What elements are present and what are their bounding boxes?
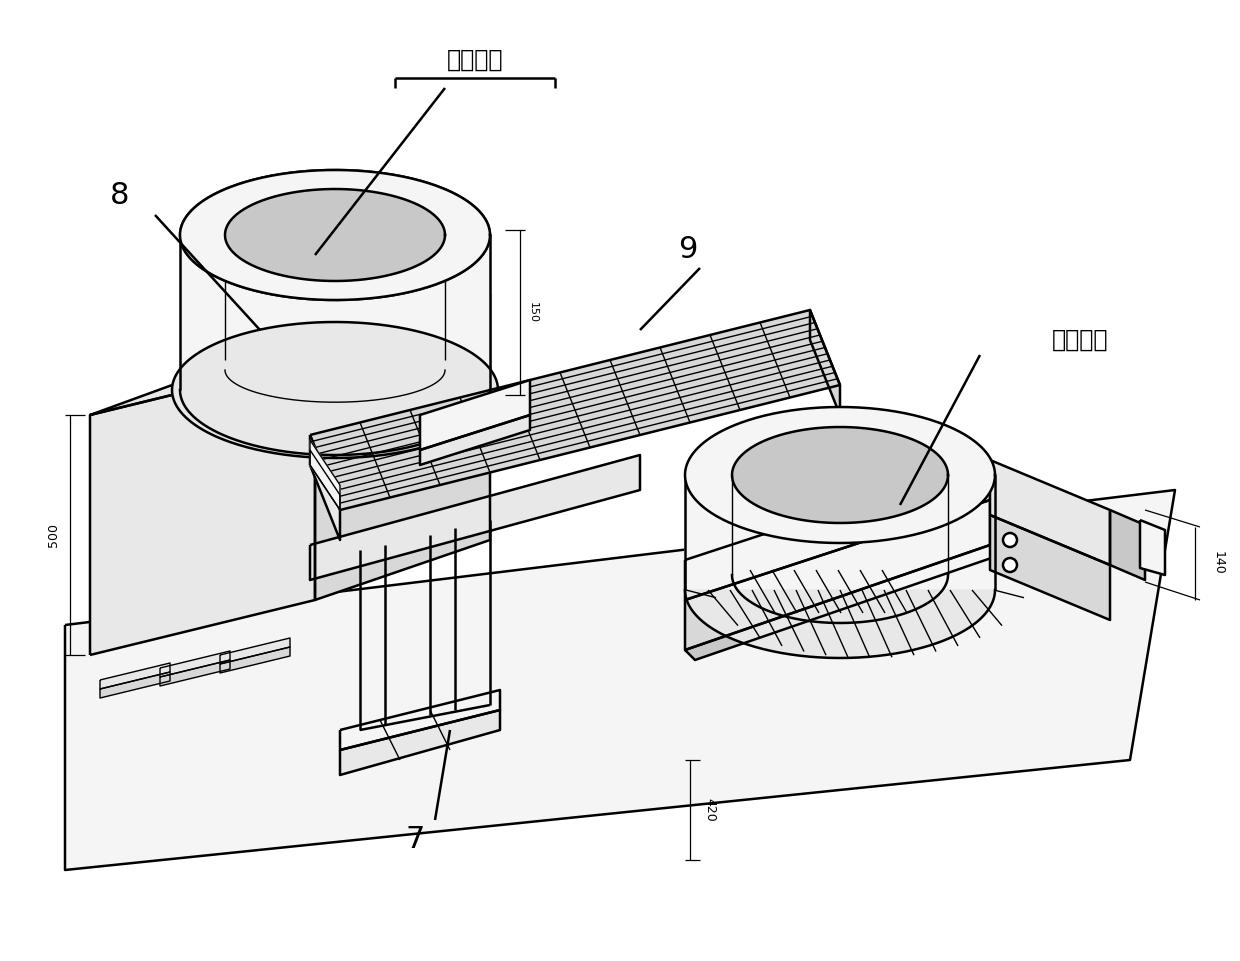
Polygon shape bbox=[160, 651, 229, 677]
Polygon shape bbox=[224, 189, 445, 281]
Polygon shape bbox=[315, 295, 490, 600]
Polygon shape bbox=[340, 710, 500, 775]
Polygon shape bbox=[1110, 510, 1145, 580]
Text: 150: 150 bbox=[528, 302, 538, 323]
Text: 8: 8 bbox=[110, 181, 130, 209]
Polygon shape bbox=[990, 515, 1110, 620]
Text: 500: 500 bbox=[47, 523, 60, 547]
Text: 已加工件: 已加工件 bbox=[446, 48, 503, 72]
Polygon shape bbox=[310, 450, 340, 510]
Circle shape bbox=[1003, 558, 1017, 572]
Polygon shape bbox=[91, 360, 315, 655]
Polygon shape bbox=[224, 189, 445, 281]
Polygon shape bbox=[100, 663, 170, 689]
Polygon shape bbox=[310, 310, 839, 510]
Polygon shape bbox=[310, 455, 640, 580]
Polygon shape bbox=[310, 435, 340, 540]
Polygon shape bbox=[990, 460, 1110, 565]
Polygon shape bbox=[684, 590, 994, 658]
Polygon shape bbox=[420, 380, 529, 450]
Polygon shape bbox=[310, 440, 340, 510]
Polygon shape bbox=[420, 415, 529, 465]
Circle shape bbox=[1003, 533, 1017, 547]
Polygon shape bbox=[684, 407, 994, 590]
Polygon shape bbox=[91, 295, 490, 415]
Polygon shape bbox=[180, 170, 490, 300]
Polygon shape bbox=[180, 170, 490, 300]
Polygon shape bbox=[219, 647, 290, 673]
Polygon shape bbox=[684, 500, 990, 650]
Polygon shape bbox=[684, 407, 994, 543]
Polygon shape bbox=[64, 490, 1176, 870]
Polygon shape bbox=[172, 322, 498, 458]
Polygon shape bbox=[684, 545, 999, 660]
Text: 待加工件: 待加工件 bbox=[1052, 328, 1109, 352]
Text: 420: 420 bbox=[703, 799, 717, 822]
Polygon shape bbox=[340, 690, 500, 750]
Polygon shape bbox=[810, 310, 839, 415]
Polygon shape bbox=[180, 170, 490, 390]
Polygon shape bbox=[1140, 520, 1166, 575]
Polygon shape bbox=[100, 672, 170, 698]
Polygon shape bbox=[219, 638, 290, 664]
Text: 7: 7 bbox=[405, 825, 424, 854]
Text: 9: 9 bbox=[678, 235, 698, 264]
Polygon shape bbox=[160, 660, 229, 686]
Polygon shape bbox=[732, 427, 949, 523]
Polygon shape bbox=[684, 460, 990, 600]
Text: 140: 140 bbox=[1211, 551, 1225, 575]
